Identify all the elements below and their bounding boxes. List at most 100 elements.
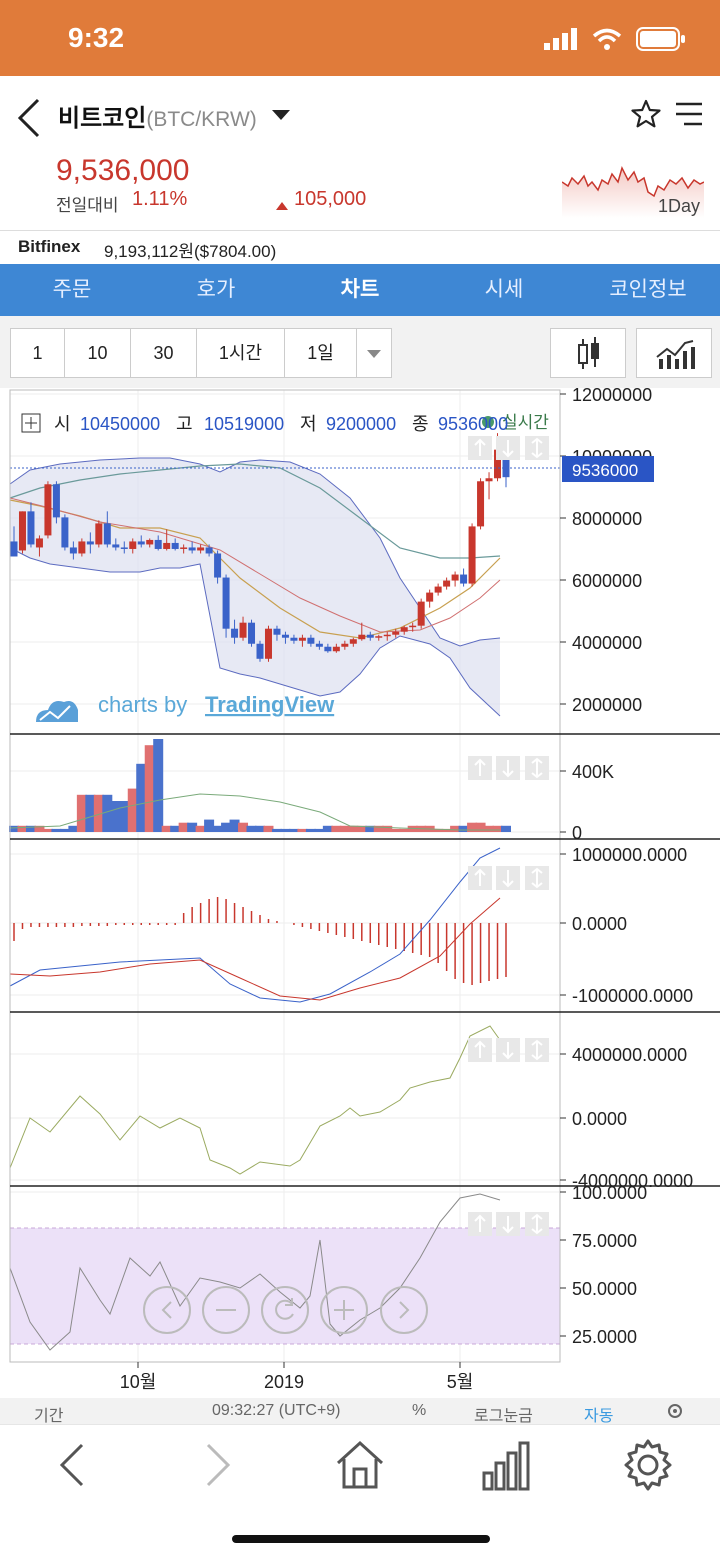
volume-bar <box>450 825 461 832</box>
arrow-down-icon <box>502 1042 514 1060</box>
candle-body <box>112 544 120 548</box>
tab-coin-info[interactable]: 코인정보 <box>609 278 687 301</box>
scroll-left-button[interactable] <box>143 1286 191 1334</box>
volume-bar <box>288 828 299 832</box>
back-icon[interactable] <box>44 1437 104 1493</box>
low-label: 저 <box>300 414 317 434</box>
volume-bar <box>85 794 96 832</box>
log-scale-toggle[interactable]: 로그눈금 <box>474 1408 533 1425</box>
reset-zoom-button[interactable] <box>261 1286 309 1334</box>
chart-frame <box>9 389 561 1363</box>
high-value: 10519000 <box>204 414 284 434</box>
candle-body <box>61 517 69 548</box>
zoom-controls <box>143 1286 428 1334</box>
price-chart[interactable]: 1200000010000000800000060000004000000200… <box>0 388 720 1398</box>
bottom-nav <box>0 1424 720 1500</box>
indicator-chart-icon <box>656 340 695 369</box>
candle-body <box>188 547 196 551</box>
volume-bar <box>153 739 164 832</box>
volume-bar <box>475 822 486 832</box>
volume-bar <box>170 825 181 832</box>
volume-bar <box>246 825 257 832</box>
y-tick-label: 8000000 <box>572 509 642 529</box>
sparkline-label: 1Day <box>658 196 701 216</box>
home-icon[interactable] <box>330 1437 390 1493</box>
y-tick-label: 4000000.0000 <box>572 1045 687 1065</box>
scroll-right-button[interactable] <box>380 1286 428 1334</box>
candle-body <box>451 574 459 581</box>
page-title[interactable]: 비트코인(BTC/KRW) <box>58 98 257 133</box>
settings-gear-icon[interactable] <box>618 1437 678 1493</box>
current-price-tag <box>562 456 654 482</box>
y-tick-label: 400K <box>572 762 614 782</box>
candle-body <box>502 449 510 478</box>
tab-order[interactable]: 주문 <box>52 278 92 301</box>
tab-market[interactable]: 시세 <box>484 278 524 301</box>
period-30[interactable]: 30 <box>131 329 197 377</box>
indicator-button[interactable] <box>636 328 712 378</box>
arrow-up-icon <box>474 758 486 776</box>
gear-icon[interactable] <box>664 1400 686 1422</box>
candle-body <box>324 646 332 652</box>
period-1[interactable]: 1 <box>11 329 65 377</box>
candle-body <box>205 547 213 554</box>
macd-signal-line <box>9 897 501 1001</box>
arrow-down-icon <box>502 870 514 888</box>
exchange-price: 9,193,112원($7804.00) <box>104 242 277 261</box>
volume-bar <box>280 828 291 832</box>
expand-vertical-icon <box>531 1213 543 1235</box>
period-1day[interactable]: 1일 <box>285 329 357 377</box>
y-tick-label: 0.0000 <box>572 914 627 934</box>
y-tick-label: 2000000 <box>572 695 642 715</box>
y-tick-label: 0.0000 <box>572 1109 627 1129</box>
close-label: 종 <box>412 414 429 434</box>
candle-body <box>35 538 43 548</box>
bar-chart-icon[interactable] <box>474 1437 534 1493</box>
tab-orderbook[interactable]: 호가 <box>196 278 236 301</box>
period-label[interactable]: 기간 <box>34 1408 64 1425</box>
bollinger-band <box>10 458 500 716</box>
candle-body <box>426 592 434 602</box>
period-10[interactable]: 10 <box>65 329 131 377</box>
candlestick-type-button[interactable] <box>550 328 626 378</box>
zoom-in-button[interactable] <box>320 1286 368 1334</box>
zoom-out-button[interactable] <box>202 1286 250 1334</box>
moving-average-mid <box>9 463 501 559</box>
y-tick-label: 100.0000 <box>572 1183 647 1203</box>
arrow-down-icon <box>502 1216 514 1234</box>
battery-icon <box>636 27 685 51</box>
period-dropdown[interactable] <box>357 329 391 377</box>
forward-icon[interactable] <box>186 1437 246 1493</box>
menu-icon[interactable] <box>674 100 704 128</box>
volume-bar <box>305 828 316 832</box>
candle-body <box>78 541 86 554</box>
sparkline-chart[interactable] <box>562 160 704 218</box>
candle-body <box>146 539 154 545</box>
x-tick-label: 5월 <box>447 1372 474 1392</box>
auto-scale-toggle[interactable]: 자동 <box>584 1408 614 1425</box>
volume-bar <box>441 828 452 832</box>
volume-bar <box>34 825 45 832</box>
tab-chart[interactable]: 차트 <box>340 278 380 301</box>
volume-bar <box>144 745 155 832</box>
chart-footer: 기간 09:32:27 (UTC+9) % 로그눈금 자동 <box>0 1398 720 1425</box>
exchange-row: Bitfinex 9,193,112원($7804.00) <box>0 230 720 264</box>
volume-bar <box>221 822 232 832</box>
caret-down-icon[interactable] <box>270 104 292 126</box>
period-1hour[interactable]: 1시간 <box>197 329 285 377</box>
star-icon[interactable] <box>630 98 662 130</box>
volume-bar <box>373 825 384 832</box>
up-triangle-icon <box>276 202 288 210</box>
y-tick-label: 12000000 <box>572 388 652 405</box>
open-label: 시 <box>54 414 71 434</box>
back-arrow-icon[interactable] <box>14 96 44 140</box>
close-value: 9536000 <box>438 414 508 434</box>
percent-toggle[interactable]: % <box>412 1402 427 1419</box>
candle-body <box>315 643 323 647</box>
chart-area[interactable]: 1200000010000000800000060000004000000200… <box>0 388 720 1398</box>
main-tabs: 주문 호가 차트 시세 코인정보 <box>0 264 720 316</box>
x-tick-label: 10월 <box>120 1372 157 1392</box>
y-tick-label: 75.0000 <box>572 1231 637 1251</box>
volume-bar <box>68 825 79 832</box>
signal-icon <box>544 28 577 50</box>
